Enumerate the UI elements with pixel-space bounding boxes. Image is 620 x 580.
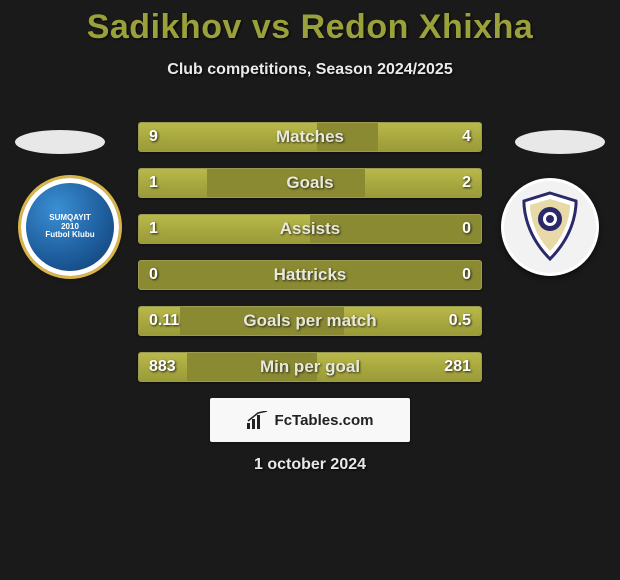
bar-value-left: 1 [149,169,158,197]
stat-bar: Goals per match0.11 0.5 [138,306,482,336]
bar-value-right: 2 [462,169,471,197]
shield-icon [518,191,582,263]
header-ellipse-right [515,130,605,154]
stats-bars: Matches94Goals12Assists10Hattricks00Goal… [138,122,482,398]
bar-value-right: 4 [462,123,471,151]
bar-value-left: 0.11 [149,307,179,335]
team-crest-right [501,178,599,276]
footer-brand-box: FcTables.com [210,398,410,442]
stat-bar: Matches9 4 [138,122,482,152]
bar-label: Assists [139,215,481,243]
chart-icon [247,411,269,429]
bar-value-right: 0.5 [449,307,471,335]
page-subtitle: Club competitions, Season 2024/2025 [0,61,620,79]
header-ellipse-left [15,130,105,154]
bar-value-right: 0 [462,261,471,289]
bar-value-left: 0 [149,261,158,289]
bar-label: Min per goal [139,353,481,381]
stat-bar: Goals1 2 [138,168,482,198]
bar-label: Matches [139,123,481,151]
bar-value-right: 0 [462,215,471,243]
bar-value-right: 281 [444,353,471,381]
bar-value-left: 883 [149,353,176,381]
team-crest-left: SUMQAYIT2010Futbol Klubu [21,178,119,276]
footer-date: 1 october 2024 [0,456,620,474]
bar-label: Goals [139,169,481,197]
bar-value-left: 1 [149,215,158,243]
stat-bar: Hattricks0 0 [138,260,482,290]
bar-label: Goals per match [139,307,481,335]
page-title: Sadikhov vs Redon Xhixha [0,0,620,47]
stat-bar: Min per goal883 281 [138,352,482,382]
bar-label: Hattricks [139,261,481,289]
footer-brand-text: FcTables.com [275,412,374,429]
crest-left-label: SUMQAYIT2010Futbol Klubu [45,214,94,240]
bar-value-left: 9 [149,123,158,151]
stat-bar: Assists1 0 [138,214,482,244]
